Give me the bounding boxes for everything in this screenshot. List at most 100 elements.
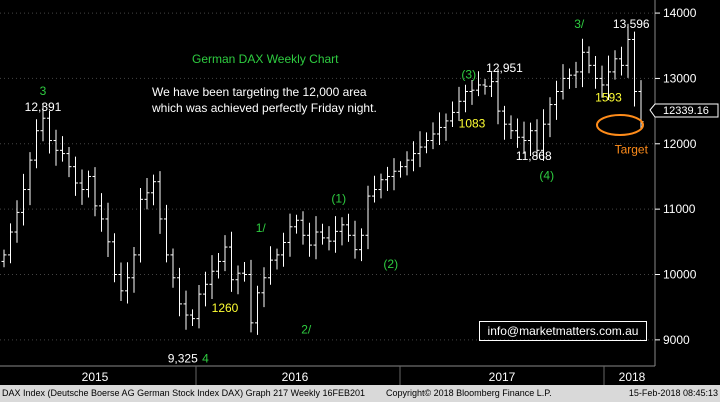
- price-bar: [580, 38, 585, 88]
- price-bar: [606, 55, 611, 101]
- price-bar: [567, 68, 572, 89]
- price-bar: [268, 246, 273, 285]
- price-bar: [560, 64, 566, 100]
- annotation-label: 1/: [256, 221, 267, 235]
- price-bar: [554, 80, 559, 120]
- price-bar: [547, 97, 553, 138]
- x-axis: 2015 2016 2017 2018: [0, 365, 655, 385]
- price-bar: [339, 217, 345, 246]
- price-bar: [177, 267, 182, 317]
- price-bar: [430, 122, 436, 150]
- price-bar: [489, 72, 494, 98]
- price-bar: [47, 110, 52, 154]
- price-bar: [495, 68, 501, 125]
- price-bar: [190, 309, 195, 327]
- price-bar: [625, 23, 631, 78]
- price-bar: [612, 50, 618, 80]
- price-bar: [300, 211, 306, 245]
- footer-copyright: Copyright© 2018 Bloomberg Finance L.P.: [386, 388, 552, 398]
- price-bar: [281, 232, 286, 267]
- annotation-label: 2/: [301, 322, 312, 336]
- annotation-label: 1260: [212, 301, 239, 315]
- price-bar: [73, 156, 78, 196]
- x-tick-label: 2016: [282, 370, 309, 384]
- price-bar: [450, 101, 455, 127]
- annotation-label: 3: [40, 84, 47, 98]
- chart-annotations: 3 12,391 9,325 4 1260 1/2/ (1) (2) (3) 12,951 1083…: [25, 17, 650, 366]
- price-bar: [164, 204, 169, 263]
- price-bar: [398, 161, 403, 178]
- price-bar: [294, 214, 299, 234]
- price-bar: [541, 109, 546, 161]
- last-price-label: 12339.16: [663, 105, 709, 117]
- price-bar: [229, 231, 234, 292]
- price-bar: [521, 121, 527, 154]
- price-bar: [352, 220, 358, 259]
- y-tick-label: 10000: [663, 268, 697, 282]
- price-bar: [261, 267, 267, 308]
- price-bar: [508, 115, 514, 139]
- contact-email: info@marketmatters.com.au: [479, 321, 647, 341]
- annotation-label: 3/: [574, 17, 585, 31]
- annotation-label: (4): [539, 169, 554, 183]
- price-bar: [424, 132, 429, 154]
- annotation-label: (3): [461, 67, 476, 81]
- chart-subtitle-line-2: which was achieved perfectly Friday nigh…: [151, 101, 377, 115]
- price-bar: [222, 235, 228, 272]
- price-bar: [151, 174, 156, 206]
- price-bar: [586, 46, 592, 74]
- footer-security-description: DAX Index (Deutsche Boerse AG German Sto…: [2, 388, 366, 398]
- price-bar: [437, 112, 442, 146]
- price-bar: [118, 262, 124, 302]
- annotation-label: 11,868: [516, 149, 552, 163]
- price-bar: [469, 79, 475, 105]
- price-bar: [346, 213, 351, 242]
- price-bar: [287, 213, 293, 257]
- price-bar: [411, 141, 416, 172]
- price-bar: [333, 216, 338, 253]
- price-bar: [170, 248, 176, 288]
- price-bar: [8, 223, 13, 264]
- price-bar: [365, 185, 371, 250]
- price-bar: [476, 71, 481, 97]
- price-bar: [359, 228, 364, 262]
- price-bar: [404, 151, 410, 176]
- price-bar: [86, 170, 91, 198]
- price-bar: [502, 105, 507, 140]
- y-axis: 9000 10000 11000 12000 13000 14000: [654, 0, 697, 366]
- annotation-label: 12,951: [486, 61, 523, 75]
- price-bar: [203, 271, 208, 307]
- annotation-label: 1593: [595, 90, 622, 104]
- x-tick-label: 2015: [82, 370, 109, 384]
- price-bars: [1, 23, 644, 335]
- price-bar: [92, 167, 98, 217]
- price-bar: [27, 152, 33, 206]
- annotation-label: 4: [202, 352, 209, 366]
- x-tick-label: 2018: [619, 370, 646, 384]
- price-bar: [216, 252, 221, 279]
- price-bar: [515, 118, 520, 148]
- chart-subtitle-line-1: We have been targeting the 12,000 area: [152, 85, 367, 99]
- price-bar: [632, 31, 637, 107]
- price-bar: [255, 285, 260, 335]
- price-bar: [60, 136, 65, 162]
- annotation-label: (1): [331, 192, 346, 206]
- target-ellipse: [596, 114, 644, 136]
- price-bar: [482, 78, 488, 95]
- footer-timestamp: 15-Feb-2018 08:45:13: [628, 388, 718, 398]
- price-bar: [534, 119, 540, 159]
- price-bar: [209, 255, 215, 299]
- price-bar: [138, 188, 143, 263]
- price-bar: [131, 247, 137, 293]
- price-bar: [593, 56, 598, 89]
- price-bar: [1, 249, 7, 268]
- price-bar: [144, 178, 150, 210]
- price-bar: [528, 122, 533, 157]
- price-bar: [235, 265, 241, 295]
- annotation-label: 13,596: [613, 17, 650, 31]
- price-bar: [105, 202, 111, 257]
- price-bar: [99, 193, 104, 232]
- price-bar: [242, 262, 247, 282]
- last-price-marker: 12339.16: [649, 103, 719, 118]
